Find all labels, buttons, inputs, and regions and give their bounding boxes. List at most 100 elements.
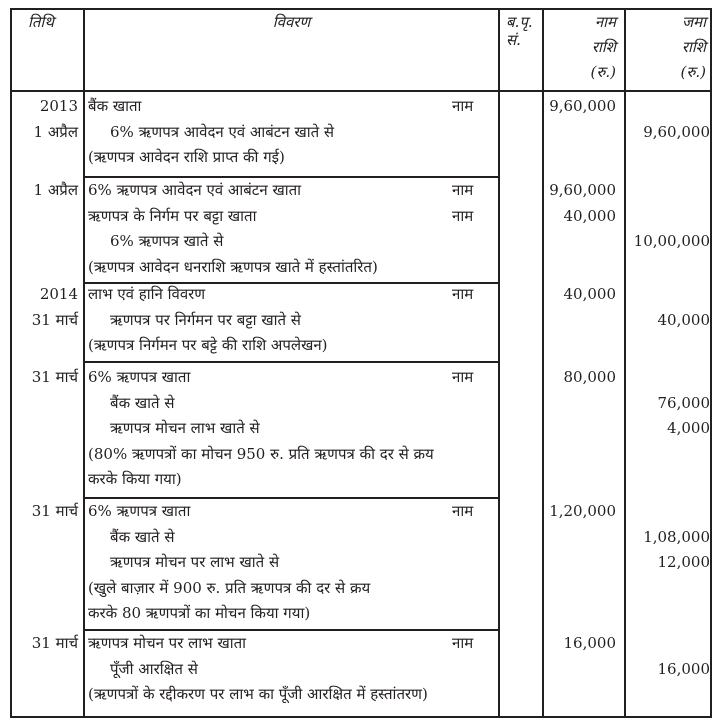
- entry-particulars: ऋणपत्र के निर्गम पर बट्टा खाता: [88, 206, 257, 225]
- entry-date: 2013: [39, 97, 78, 115]
- entry-particulars: (ऋणपत्र आवेदन धनराशि ऋणपत्र खाते में हस्…: [88, 257, 378, 276]
- column-cell: [498, 92, 544, 176]
- entry-line: (ऋणपत्र निर्गमन पर बट्टे की राशि अपलेखन): [12, 333, 710, 359]
- column-cell: [498, 629, 544, 716]
- debit-amount: 80,000: [563, 368, 617, 386]
- entry-line: 31 मार्च 6% ऋणपत्र खाता नाम 80,000: [12, 365, 710, 391]
- entry-date: 2014: [39, 285, 78, 303]
- credit-amount: 16,000: [657, 659, 711, 678]
- entry-particulars: बैंक खाते से: [110, 393, 175, 412]
- column-cell: [498, 282, 544, 361]
- column-cell: [83, 176, 498, 282]
- debit-marker: नाम: [452, 502, 474, 520]
- entry-particulars: 6% ऋणपत्र खाता: [88, 502, 191, 520]
- debit-marker: नाम: [452, 368, 474, 386]
- entry-line: 1 अप्रैल 6% ऋणपत्र आवेदन एवं आबंटन खाता ना…: [12, 178, 710, 204]
- entry-particulars: बैंक खाता: [88, 97, 142, 115]
- debit-amount: 40,000: [563, 206, 617, 225]
- entry-particulars: ऋणपत्र मोचन पर लाभ खाता: [88, 634, 247, 652]
- entry-line: करके 80 ऋणपत्रों का मोचन किया गया): [12, 601, 710, 627]
- entry-line: 31 मार्च ऋणपत्र पर निर्गमन पर बट्टा खाते …: [12, 308, 710, 334]
- column-cell: [542, 361, 624, 497]
- debit-amount: 40,000: [563, 285, 617, 303]
- debit-amount: 9,60,000: [549, 97, 616, 115]
- entry-line: 1 अप्रैल 6% ऋणपत्र आवेदन एवं आबंटन खाते स…: [12, 120, 710, 146]
- column-cell: [498, 361, 544, 497]
- table-body: 2013 बैंक खाता नाम 9,60,000 1 अप्रैल 6% ऋणपत्…: [12, 92, 710, 716]
- column-cell: [542, 629, 624, 716]
- column-cell: [83, 629, 498, 716]
- journal-entry: 31 मार्च 6% ऋणपत्र खाता नाम 1,20,000 बैंक खा…: [12, 497, 710, 629]
- entry-particulars: करके किया गया): [88, 470, 182, 488]
- entry-particulars: 6% ऋणपत्र खाता: [88, 368, 191, 386]
- debit-marker: नाम: [452, 181, 474, 199]
- debit-marker: नाम: [452, 97, 474, 115]
- column-cell: [83, 497, 498, 629]
- column-cell: [624, 497, 714, 629]
- entry-particulars: बैंक खाते से: [110, 527, 175, 546]
- debit-marker: नाम: [452, 634, 474, 652]
- entry-particulars: (खुले बाज़ार में 900 रु. प्रति ऋणपत्र की…: [88, 578, 371, 597]
- entry-particulars: (80% ऋणपत्रों का मोचन 950 रु. प्रति ऋणपत…: [88, 444, 434, 463]
- entry-date: 31 मार्च: [31, 310, 78, 329]
- column-cell: [542, 176, 624, 282]
- debit-amount: 1,20,000: [549, 502, 616, 520]
- journal-entry: 31 मार्च ऋणपत्र मोचन पर लाभ खाता नाम 16,000…: [12, 629, 710, 716]
- entry-particulars: (ऋणपत्रों के रद्दीकरण पर लाभ का पूँजी आर…: [88, 685, 428, 703]
- credit-amount: 9,60,000: [643, 122, 710, 141]
- entry-line: पूँजी आरक्षित से 16,000: [12, 657, 710, 683]
- entry-line: (खुले बाज़ार में 900 रु. प्रति ऋणपत्र की…: [12, 576, 710, 602]
- entry-date: 31 मार्च: [31, 502, 78, 520]
- column-cell: [624, 629, 714, 716]
- entry-particulars: (ऋणपत्र आवेदन राशि प्राप्त की गई): [88, 148, 285, 166]
- credit-amount: 10,00,000: [633, 232, 710, 250]
- entry-line: 31 मार्च ऋणपत्र मोचन पर लाभ खाता नाम 16,000: [12, 631, 710, 657]
- entry-particulars: (ऋणपत्र निर्गमन पर बट्टे की राशि अपलेखन): [88, 336, 328, 354]
- entry-date: 1 अप्रैल: [33, 122, 78, 141]
- header-particulars: विवरण: [83, 10, 498, 90]
- column-cell: [542, 92, 624, 176]
- column-cell: [624, 176, 714, 282]
- table-header: तिथि विवरण ब.पृ. सं. नाम राशि (रु.) जमा राशि…: [12, 10, 710, 92]
- column-cell: [498, 497, 544, 629]
- entry-line: 6% ऋणपत्र खाते से 10,00,000: [12, 229, 710, 255]
- column-cell: [624, 282, 714, 361]
- entry-date: 1 अप्रैल: [33, 181, 78, 199]
- entry-particulars: ऋणपत्र पर निर्गमन पर बट्टा खाते से: [110, 310, 301, 329]
- entry-line: (ऋणपत्र आवेदन राशि प्राप्त की गई): [12, 145, 710, 171]
- debit-amount: 16,000: [563, 634, 617, 652]
- journal-entry: 2014 लाभ एवं हानि विवरण नाम 40,000 31 मार्च ऋ…: [12, 282, 710, 361]
- entry-particulars: करके 80 ऋणपत्रों का मोचन किया गया): [88, 604, 311, 622]
- entry-particulars: लाभ एवं हानि विवरण: [88, 285, 206, 303]
- entry-particulars: ऋणपत्र मोचन लाभ खाते से: [110, 419, 260, 437]
- column-cell: [624, 361, 714, 497]
- entry-date: 31 मार्च: [31, 368, 78, 386]
- debit-marker: नाम: [452, 285, 474, 303]
- entry-line: ऋणपत्र मोचन पर लाभ खाते से 12,000: [12, 550, 710, 576]
- journal-entry: 31 मार्च 6% ऋणपत्र खाता नाम 80,000 बैंक खाते…: [12, 361, 710, 497]
- credit-amount: 1,08,000: [643, 527, 710, 546]
- journal-table: तिथि विवरण ब.पृ. सं. नाम राशि (रु.) जमा राशि…: [10, 8, 712, 718]
- entry-particulars: ऋणपत्र मोचन पर लाभ खाते से: [110, 553, 280, 571]
- header-date: तिथि: [28, 13, 54, 31]
- journal-entry: 1 अप्रैल 6% ऋणपत्र आवेदन एवं आबंटन खाता ना…: [12, 176, 710, 282]
- entry-line: करके किया गया): [12, 467, 710, 493]
- column-cell: [83, 92, 498, 176]
- header-debit: नाम राशि (रु.): [542, 10, 624, 90]
- entry-line: 2014 लाभ एवं हानि विवरण नाम 40,000: [12, 282, 710, 308]
- column-cell: [542, 497, 624, 629]
- column-cell: [83, 282, 498, 361]
- entry-line: ऋणपत्र मोचन लाभ खाते से 4,000: [12, 416, 710, 442]
- entry-line: बैंक खाते से 76,000: [12, 391, 710, 417]
- entry-line: ऋणपत्र के निर्गम पर बट्टा खाता नाम 40,000: [12, 204, 710, 230]
- credit-amount: 12,000: [657, 553, 711, 571]
- column-cell: [542, 282, 624, 361]
- entry-date: 31 मार्च: [31, 634, 78, 652]
- credit-amount: 4,000: [667, 419, 710, 437]
- entry-line: 31 मार्च 6% ऋणपत्र खाता नाम 1,20,000: [12, 499, 710, 525]
- credit-amount: 40,000: [657, 310, 711, 329]
- entry-line: बैंक खाते से 1,08,000: [12, 525, 710, 551]
- entry-particulars: 6% ऋणपत्र आवेदन एवं आबंटन खाता: [88, 181, 302, 199]
- entry-line: (ऋणपत्रों के रद्दीकरण पर लाभ का पूँजी आर…: [12, 682, 710, 708]
- column-cell: [83, 361, 498, 497]
